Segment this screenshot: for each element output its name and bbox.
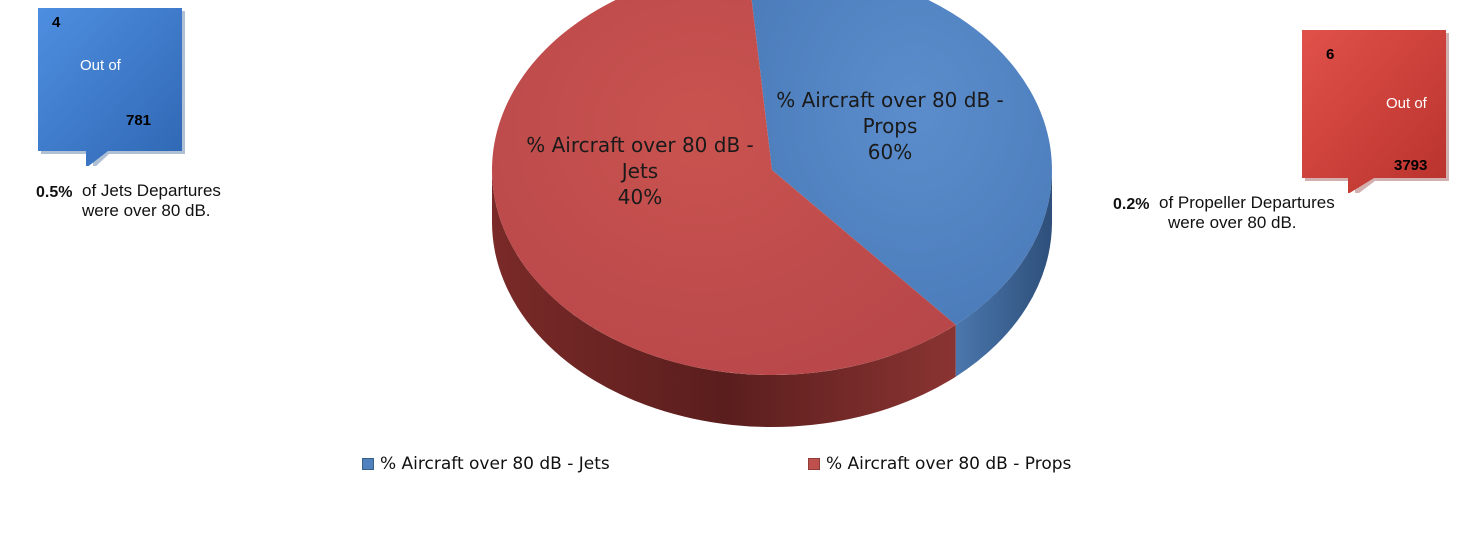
props-stat-line2: were over 80 dB. — [1168, 213, 1297, 232]
legend-item-props: % Aircraft over 80 dB - Props — [808, 454, 1071, 474]
data-label-jets: % Aircraft over 80 dB -Jets 40% — [526, 133, 754, 209]
pie-side-props — [492, 170, 956, 427]
jets-stat: 0.5% of Jets Departures were over 80 dB. — [36, 181, 316, 231]
props-callout-shape — [1302, 30, 1449, 193]
props-out-of: Out of — [1386, 95, 1427, 112]
pie-slice-jets — [751, 0, 1052, 325]
jets-stat-line1: of Jets Departures — [82, 181, 221, 200]
legend-label-props: % Aircraft over 80 dB - Props — [826, 454, 1072, 474]
legend-swatch-props — [808, 458, 820, 470]
props-callout: 6 Out of 3793 — [1300, 28, 1450, 193]
legend-label-jets: % Aircraft over 80 dB - Jets — [380, 454, 610, 474]
jets-percent: 0.5% — [36, 184, 73, 201]
props-percent: 0.2% — [1113, 196, 1150, 213]
pie-slice-props — [492, 0, 956, 375]
legend-swatch-jets — [362, 458, 374, 470]
props-stat: 0.2% of Propeller Departures were over 8… — [1113, 193, 1453, 243]
props-stat-line1: of Propeller Departures — [1159, 193, 1335, 212]
jets-stat-line2: were over 80 dB. — [82, 201, 211, 220]
jets-out-of: Out of — [80, 57, 121, 74]
jets-callout-shape — [38, 8, 185, 166]
jets-count: 4 — [52, 14, 61, 31]
props-count: 6 — [1326, 46, 1335, 63]
props-total: 3793 — [1394, 157, 1428, 174]
jets-total: 781 — [126, 112, 152, 129]
data-label-props: % Aircraft over 80 dB -Props 60% — [776, 88, 1004, 164]
jets-callout: 4 Out of 781 — [36, 6, 186, 166]
legend-item-jets: % Aircraft over 80 dB - Jets — [362, 454, 610, 474]
pie-side-jets — [955, 170, 1052, 377]
